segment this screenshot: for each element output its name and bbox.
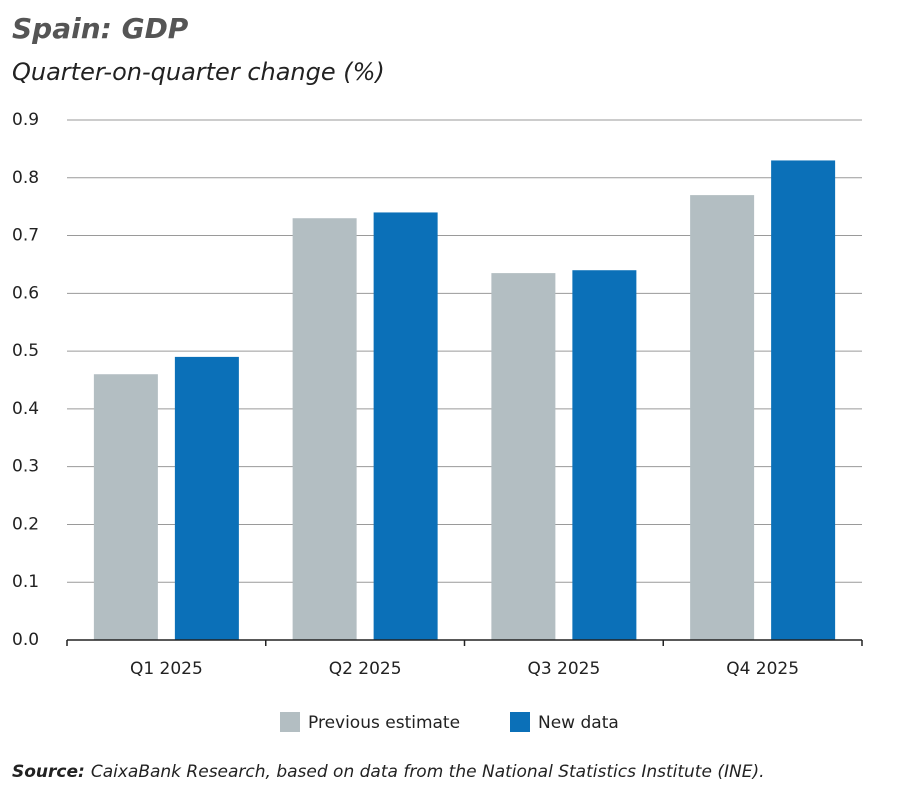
legend-label: New data [538,713,619,733]
chart-subtitle: Quarter-on-quarter change (%) [12,58,385,86]
source-text: CaixaBank Research, based on data from t… [91,762,765,782]
x-tick-label: Q2 2025 [329,659,402,679]
bar [174,356,239,640]
legend-label: Previous estimate [308,713,460,733]
bar [690,195,755,640]
y-tick-label: 0.7 [12,226,39,246]
y-tick-label: 0.9 [12,110,39,130]
bar [572,270,637,640]
y-tick-label: 0.4 [12,399,39,419]
y-tick-label: 0.6 [12,283,39,303]
y-tick-label: 0.1 [12,572,39,592]
y-tick-label: 0.8 [12,168,39,188]
bar [771,160,836,640]
source: Source: CaixaBank Research, based on data… [12,762,764,782]
bar [93,374,158,640]
bar [373,212,438,640]
y-tick-label: 0.3 [12,457,39,477]
x-tick-label: Q4 2025 [726,659,799,679]
legend-swatch [280,712,300,732]
x-tick-label: Q3 2025 [527,659,600,679]
source-label: Source: [12,762,85,782]
y-tick-label: 0.5 [12,341,39,361]
bar [491,273,556,640]
x-tick-label: Q1 2025 [130,659,203,679]
y-tick-label: 0.0 [12,630,39,650]
chart-title: Spain: GDP [12,12,189,45]
legend-swatch [510,712,530,732]
y-tick-label: 0.2 [12,514,39,534]
bar [292,218,357,640]
